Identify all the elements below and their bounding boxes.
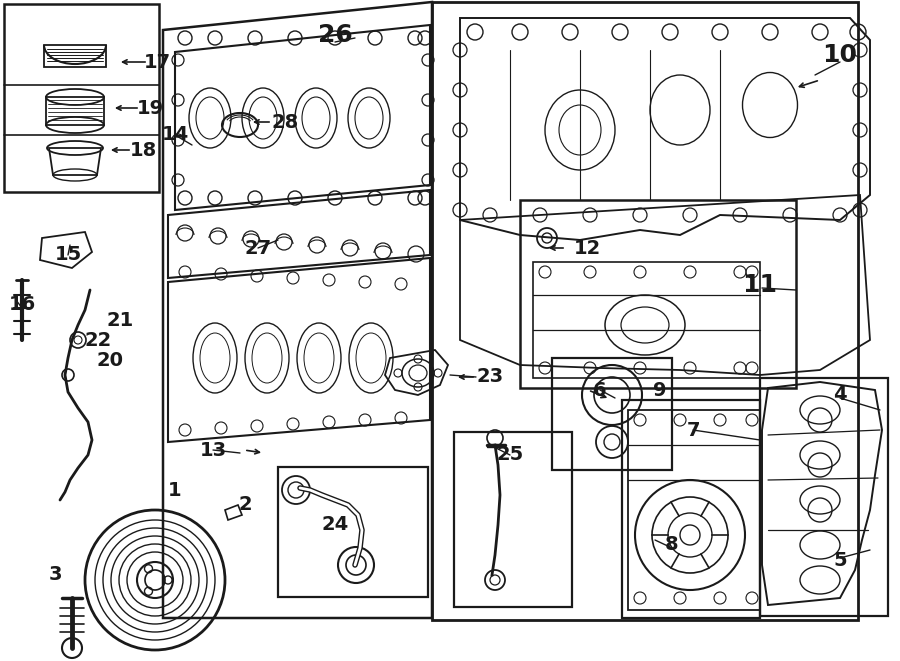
- Text: 8: 8: [665, 535, 679, 555]
- Text: 7: 7: [686, 420, 700, 440]
- Text: 4: 4: [833, 385, 847, 405]
- Text: 1: 1: [168, 481, 182, 500]
- Text: 20: 20: [96, 350, 123, 369]
- Text: 16: 16: [8, 295, 36, 315]
- Text: 26: 26: [318, 23, 353, 47]
- Text: 24: 24: [321, 516, 348, 535]
- Text: 15: 15: [54, 245, 82, 264]
- Text: 27: 27: [245, 239, 272, 258]
- Bar: [278, 467, 428, 597]
- Text: 28: 28: [272, 112, 299, 132]
- Bar: [4, 4, 159, 192]
- Text: 17: 17: [143, 52, 171, 71]
- Text: 23: 23: [476, 368, 504, 387]
- Text: 18: 18: [130, 141, 157, 159]
- Text: 9: 9: [653, 381, 667, 399]
- Bar: [760, 378, 888, 616]
- Bar: [520, 200, 796, 388]
- Text: 19: 19: [137, 98, 164, 118]
- Text: 6: 6: [593, 381, 607, 399]
- Text: 14: 14: [161, 126, 189, 145]
- Text: 13: 13: [200, 440, 227, 459]
- Text: 5: 5: [833, 551, 847, 570]
- Bar: [622, 400, 760, 618]
- Text: 11: 11: [742, 273, 778, 297]
- Text: 2: 2: [238, 496, 252, 514]
- Text: 10: 10: [823, 43, 858, 67]
- Text: 12: 12: [573, 239, 600, 258]
- Bar: [454, 432, 572, 607]
- Text: 3: 3: [49, 566, 62, 584]
- Text: 21: 21: [106, 311, 133, 329]
- Text: 25: 25: [497, 446, 524, 465]
- Bar: [432, 2, 858, 620]
- Bar: [552, 358, 672, 470]
- Text: 22: 22: [85, 330, 112, 350]
